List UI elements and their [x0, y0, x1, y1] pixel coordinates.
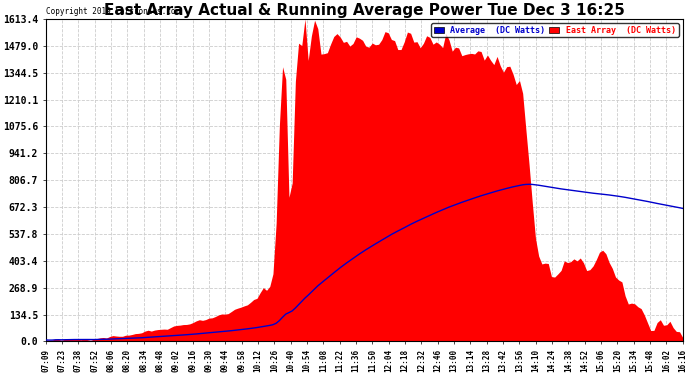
Legend: Average  (DC Watts), East Array  (DC Watts): Average (DC Watts), East Array (DC Watts…	[431, 23, 678, 37]
Title: East Array Actual & Running Average Power Tue Dec 3 16:25: East Array Actual & Running Average Powe…	[104, 3, 624, 18]
Text: Copyright 2019 Cartronics.com: Copyright 2019 Cartronics.com	[46, 7, 180, 16]
